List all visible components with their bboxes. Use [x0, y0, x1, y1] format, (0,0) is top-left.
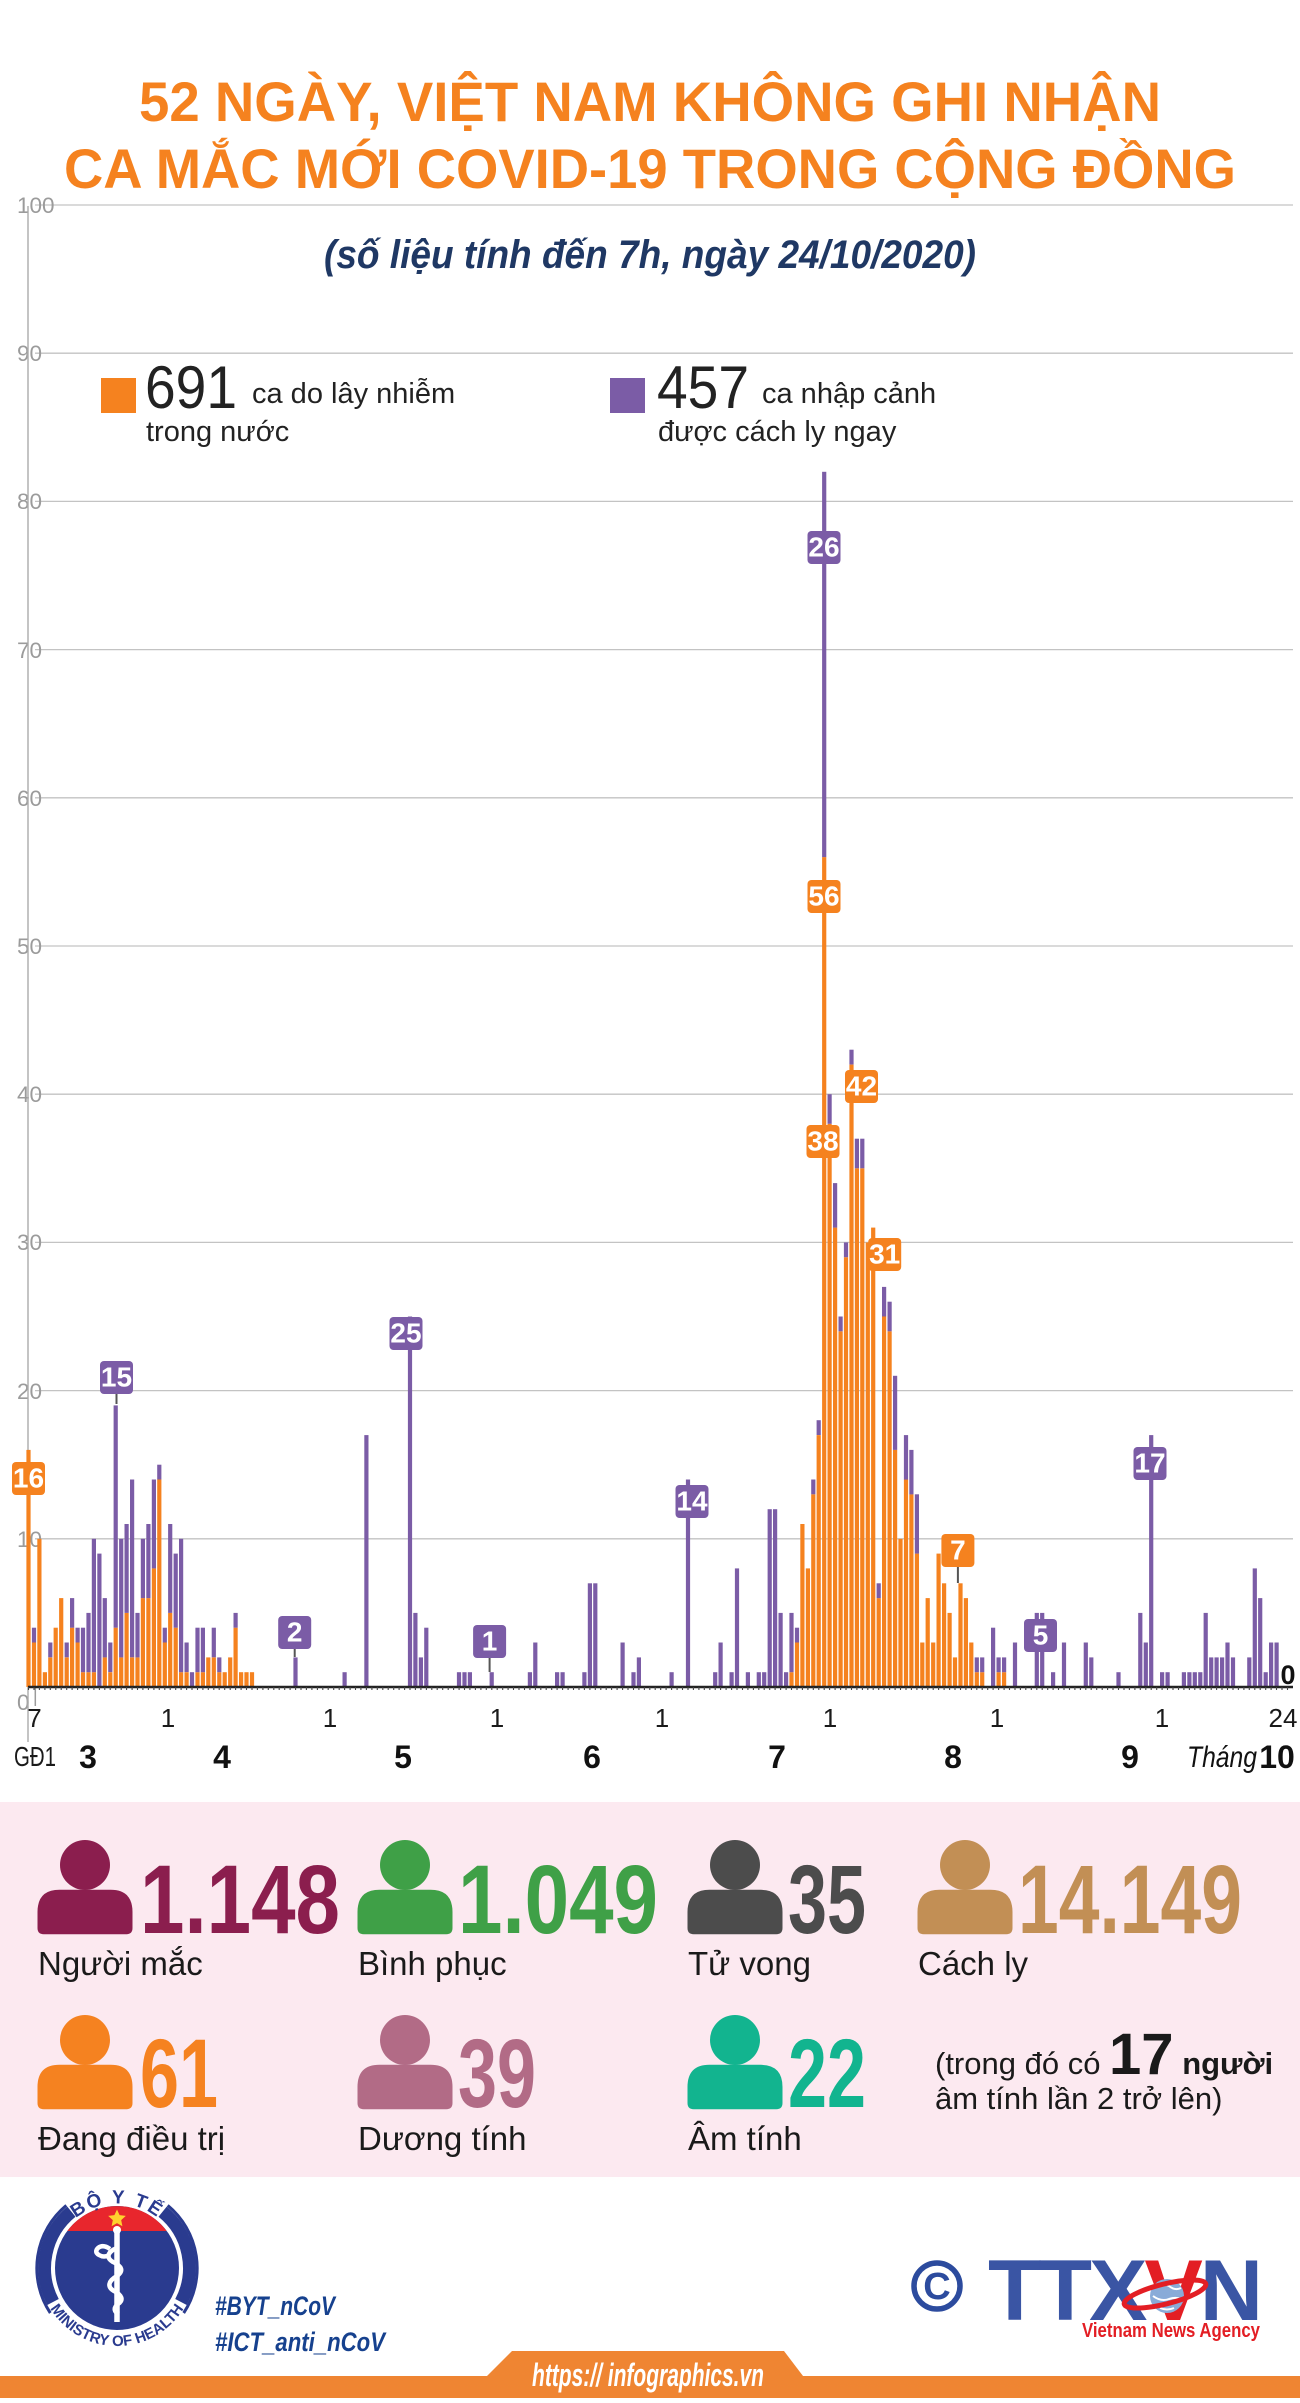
svg-text:#ICT_anti_nCoV: #ICT_anti_nCoV	[215, 2327, 387, 2357]
svg-text:GĐ1: GĐ1	[14, 1741, 56, 1772]
svg-text:60: 60	[17, 786, 42, 811]
svg-text:14.149: 14.149	[1018, 1845, 1242, 1954]
svg-text:8: 8	[944, 1739, 962, 1775]
svg-text:0: 0	[1280, 1660, 1295, 1690]
svg-text:52 NGÀY, VIỆT NAM KHÔNG GHI NH: 52 NGÀY, VIỆT NAM KHÔNG GHI NHẬN	[139, 70, 1161, 133]
svg-text:1.148: 1.148	[140, 1845, 340, 1954]
svg-text:1: 1	[323, 1703, 337, 1733]
svg-text:2: 2	[287, 1617, 303, 1648]
svg-text:Tử vong: Tử vong	[688, 1945, 811, 1982]
svg-text:10: 10	[1259, 1739, 1295, 1775]
svg-text:35: 35	[788, 1845, 866, 1954]
svg-text:Dương tính: Dương tính	[358, 2120, 526, 2157]
svg-text:61: 61	[140, 2019, 218, 2128]
svg-text:Âm tính: Âm tính	[688, 2120, 802, 2157]
svg-text:Cách ly: Cách ly	[918, 1945, 1029, 1982]
svg-text:#BYT_nCoV: #BYT_nCoV	[215, 2291, 337, 2321]
svg-text:https:// infographics.vn: https:// infographics.vn	[532, 2357, 764, 2393]
svg-text:17: 17	[1134, 1448, 1165, 1479]
svg-text:1: 1	[1155, 1703, 1169, 1733]
svg-text:1: 1	[161, 1703, 175, 1733]
svg-text:Bình phục: Bình phục	[358, 1945, 507, 1982]
svg-text:7: 7	[768, 1739, 786, 1775]
svg-text:TTXVN: TTXVN	[988, 2243, 1260, 2339]
svg-text:70: 70	[17, 638, 42, 663]
svg-text:ca do lây nhiễm: ca do lây nhiễm	[252, 377, 455, 410]
svg-text:Vietnam News Agency: Vietnam News Agency	[1082, 2320, 1261, 2342]
svg-text:ca nhập cảnh: ca nhập cảnh	[762, 378, 936, 410]
svg-text:trong nước: trong nước	[146, 416, 289, 448]
svg-text:50: 50	[17, 934, 42, 959]
svg-text:20: 20	[17, 1379, 42, 1404]
svg-text:40: 40	[17, 1082, 42, 1107]
svg-text:7: 7	[950, 1535, 966, 1566]
svg-text:42: 42	[846, 1071, 877, 1102]
svg-text:4: 4	[213, 1739, 231, 1775]
svg-text:1: 1	[482, 1626, 498, 1657]
svg-text:(số liệu tính đến 7h, ngày 24/: (số liệu tính đến 7h, ngày 24/10/2020)	[324, 233, 976, 277]
svg-text:5: 5	[1033, 1620, 1049, 1651]
svg-text:0: 0	[17, 1690, 30, 1715]
svg-text:Người mắc: Người mắc	[38, 1945, 203, 1982]
svg-text:30: 30	[17, 1230, 42, 1255]
svg-text:3: 3	[79, 1739, 97, 1775]
svg-text:Đang điều trị: Đang điều trị	[38, 2120, 225, 2157]
svg-text:26: 26	[808, 532, 839, 563]
svg-text:16: 16	[13, 1463, 44, 1494]
svg-text:Tháng: Tháng	[1187, 1741, 1257, 1774]
svg-text:5: 5	[394, 1739, 412, 1775]
svg-text:691: 691	[145, 354, 237, 421]
svg-text:22: 22	[788, 2019, 866, 2128]
svg-text:7: 7	[27, 1703, 41, 1733]
svg-text:1: 1	[490, 1703, 504, 1733]
svg-text:38: 38	[807, 1126, 838, 1157]
svg-text:C: C	[923, 2266, 950, 2308]
svg-text:39: 39	[458, 2019, 536, 2128]
svg-text:14: 14	[676, 1486, 708, 1517]
svg-text:24: 24	[1269, 1703, 1298, 1733]
svg-text:15: 15	[101, 1362, 132, 1393]
svg-text:457: 457	[657, 354, 749, 421]
svg-text:6: 6	[583, 1739, 601, 1775]
svg-text:1: 1	[823, 1703, 837, 1733]
svg-text:âm tính lần 2 trở lên): âm tính lần 2 trở lên)	[935, 2081, 1222, 2116]
svg-text:1: 1	[655, 1703, 669, 1733]
svg-text:được cách ly ngay: được cách ly ngay	[658, 416, 897, 448]
svg-text:1: 1	[990, 1703, 1004, 1733]
svg-text:9: 9	[1121, 1739, 1139, 1775]
svg-text:31: 31	[869, 1239, 900, 1270]
svg-text:25: 25	[390, 1318, 421, 1349]
svg-text:56: 56	[808, 881, 839, 912]
svg-text:100: 100	[17, 193, 55, 218]
svg-text:1.049: 1.049	[458, 1845, 658, 1954]
svg-text:80: 80	[17, 489, 42, 514]
svg-text:90: 90	[17, 341, 42, 366]
svg-text:CA MẮC MỚI COVID-19 TRONG CỘNG: CA MẮC MỚI COVID-19 TRONG CỘNG ĐỒNG	[64, 137, 1236, 200]
